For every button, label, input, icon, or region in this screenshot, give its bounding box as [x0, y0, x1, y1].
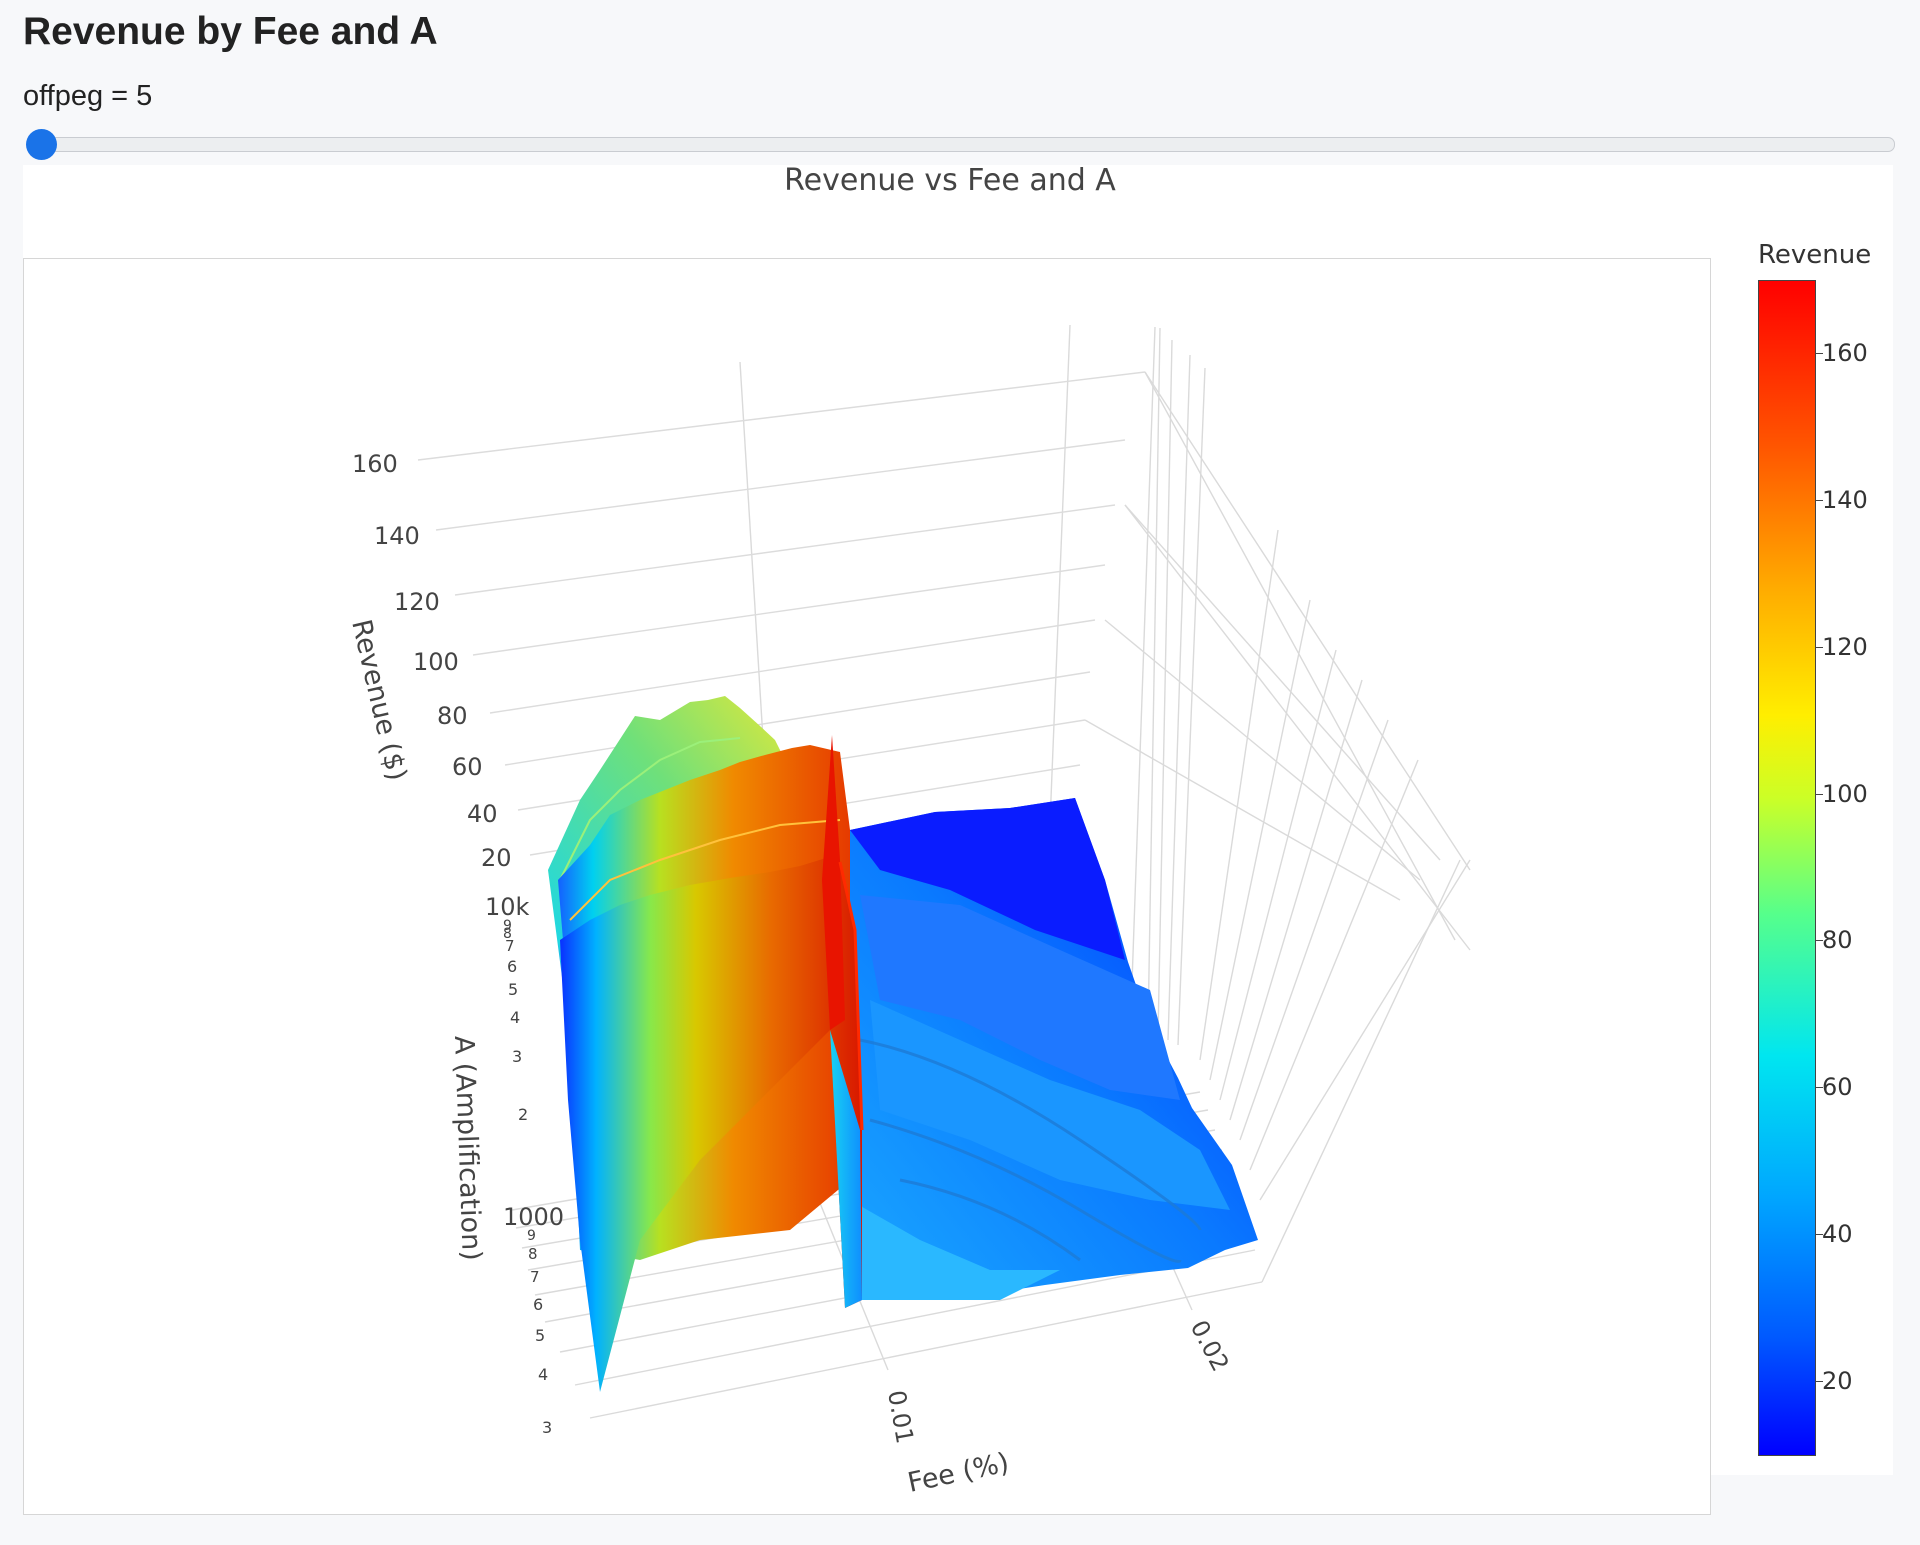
colorbar-tick-label: 60	[1822, 1073, 1853, 1102]
fee-tick-0-02: 0.02	[1185, 1316, 1235, 1376]
rev-tick-60: 60	[452, 753, 483, 781]
fee-axis-ticks: 0.01 0.02	[882, 1316, 1234, 1446]
colorbar	[1758, 280, 1816, 1456]
rev-tick-100: 100	[413, 648, 459, 676]
a-tick-9b: 9	[527, 1228, 536, 1244]
a-tick-7: 7	[505, 937, 515, 955]
a-tick-10k: 10k	[485, 893, 530, 921]
a-axis-ticks: 10k 9 8 7 6 5 4 3 2 1000 9 8 7 6 5 4 3	[485, 893, 564, 1437]
colorbar-tick-label: 40	[1822, 1219, 1853, 1248]
a-tick-8: 8	[503, 926, 512, 942]
colorbar-tick	[1815, 1233, 1823, 1235]
a-tick-4b: 4	[538, 1365, 548, 1384]
colorbar-tick-label: 20	[1822, 1366, 1853, 1395]
a-tick-2: 2	[518, 1105, 528, 1124]
rev-tick-120: 120	[394, 588, 440, 616]
a-tick-8b: 8	[528, 1245, 538, 1263]
fee-tick-0-01: 0.01	[882, 1388, 919, 1445]
rev-tick-20: 20	[481, 844, 512, 872]
a-tick-4: 4	[510, 1008, 520, 1027]
colorbar-tick	[1815, 353, 1823, 355]
colorbar-tick	[1815, 1380, 1823, 1382]
a-tick-3: 3	[512, 1047, 522, 1066]
a-tick-3b: 3	[542, 1418, 552, 1437]
chart-title: Revenue vs Fee and A	[784, 163, 1116, 198]
rev-tick-160: 160	[352, 450, 398, 478]
a-tick-6: 6	[507, 957, 517, 976]
rev-tick-140: 140	[374, 522, 420, 550]
colorbar-tick	[1815, 1087, 1823, 1089]
a-tick-6b: 6	[533, 1295, 543, 1314]
rev-tick-80: 80	[437, 702, 468, 730]
colorbar-tick	[1815, 793, 1823, 795]
colorbar-tick	[1815, 646, 1823, 648]
a-tick-9: 9	[503, 918, 512, 934]
colorbar-tick-label: 160	[1822, 339, 1868, 368]
surface-front-peak	[560, 735, 864, 1392]
colorbar-tick	[1815, 940, 1823, 942]
a-tick-5: 5	[508, 980, 518, 999]
page-title: Revenue by Fee and A	[23, 10, 438, 53]
revenue-axis-title: Revenue ($)	[345, 617, 412, 784]
colorbar-tick-label: 140	[1822, 486, 1868, 515]
back-wall-grid	[739, 324, 1471, 1283]
a-axis-title: A (Amplification)	[448, 1035, 487, 1261]
a-tick-7b: 7	[530, 1268, 540, 1286]
offpeg-slider-thumb[interactable]	[26, 129, 57, 160]
colorbar-tick-label: 120	[1822, 632, 1868, 661]
surface-high-fee-plateau	[848, 798, 1258, 1300]
colorbar-tick	[1815, 500, 1823, 502]
colorbar-title: Revenue	[1758, 240, 1872, 270]
colorbar-tick-label: 100	[1822, 779, 1868, 808]
revenue-axis-ticks: 160 140 120 100 80 60 40 20	[352, 450, 512, 872]
colorbar-tick-label: 80	[1822, 926, 1853, 955]
slider-label: offpeg = 5	[23, 80, 153, 112]
rev-tick-40: 40	[467, 800, 498, 828]
a-tick-1000: 1000	[503, 1203, 564, 1231]
fee-axis-title: Fee (%)	[905, 1447, 1012, 1499]
a-tick-5b: 5	[535, 1326, 545, 1345]
